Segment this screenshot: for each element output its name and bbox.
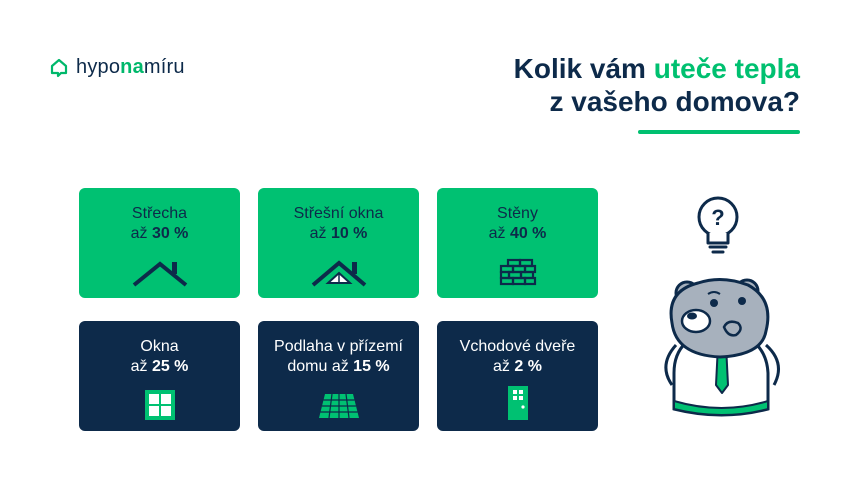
card-title: Stěny [497,205,538,222]
card-value: až 2 % [493,358,542,375]
card-walls: Stěny až 40 % [437,188,598,298]
door-icon [507,386,528,420]
window-icon [144,390,175,420]
card-value: až 25 % [130,358,189,375]
lightbulb-icon: ? [697,196,739,254]
card-value: domu až 15 % [287,358,390,375]
thinking-bear-mascot-icon: ? [664,196,780,417]
bulb-question-mark: ? [711,205,724,230]
card-value: až 10 % [309,225,368,242]
card-front-door: Vchodové dveře až 2 % [437,321,598,431]
title-underline [638,130,800,134]
brick-wall-icon [499,258,536,286]
card-value: až 40 % [488,225,547,242]
brand-name: hyponamíru [76,56,185,78]
card-title: Střecha [131,205,188,222]
roof-icon [132,261,187,287]
page-title: Kolik vám uteče tepla z vašeho domova? [514,52,800,118]
brand-logo[interactable]: hyponamíru [49,56,185,79]
card-value: až 30 % [130,225,189,242]
card-floor: Podlaha v přízemí domu až 15 % [258,321,419,431]
floor-tiles-icon [318,393,359,419]
title-line-2: z vašeho domova? [549,86,800,117]
roof-window-icon [311,260,366,287]
title-line-1: Kolik vám uteče tepla [513,53,800,84]
card-title: Podlaha v přízemí [274,338,403,355]
card-title: Okna [140,338,179,355]
card-title: Střešní okna [293,205,384,222]
house-chat-icon [50,58,68,77]
card-title: Vchodové dveře [459,338,576,355]
card-roof: Střecha až 30 % [79,188,240,298]
card-roof-windows: Střešní okna až 10 % [258,188,419,298]
card-windows: Okna až 25 % [79,321,240,431]
